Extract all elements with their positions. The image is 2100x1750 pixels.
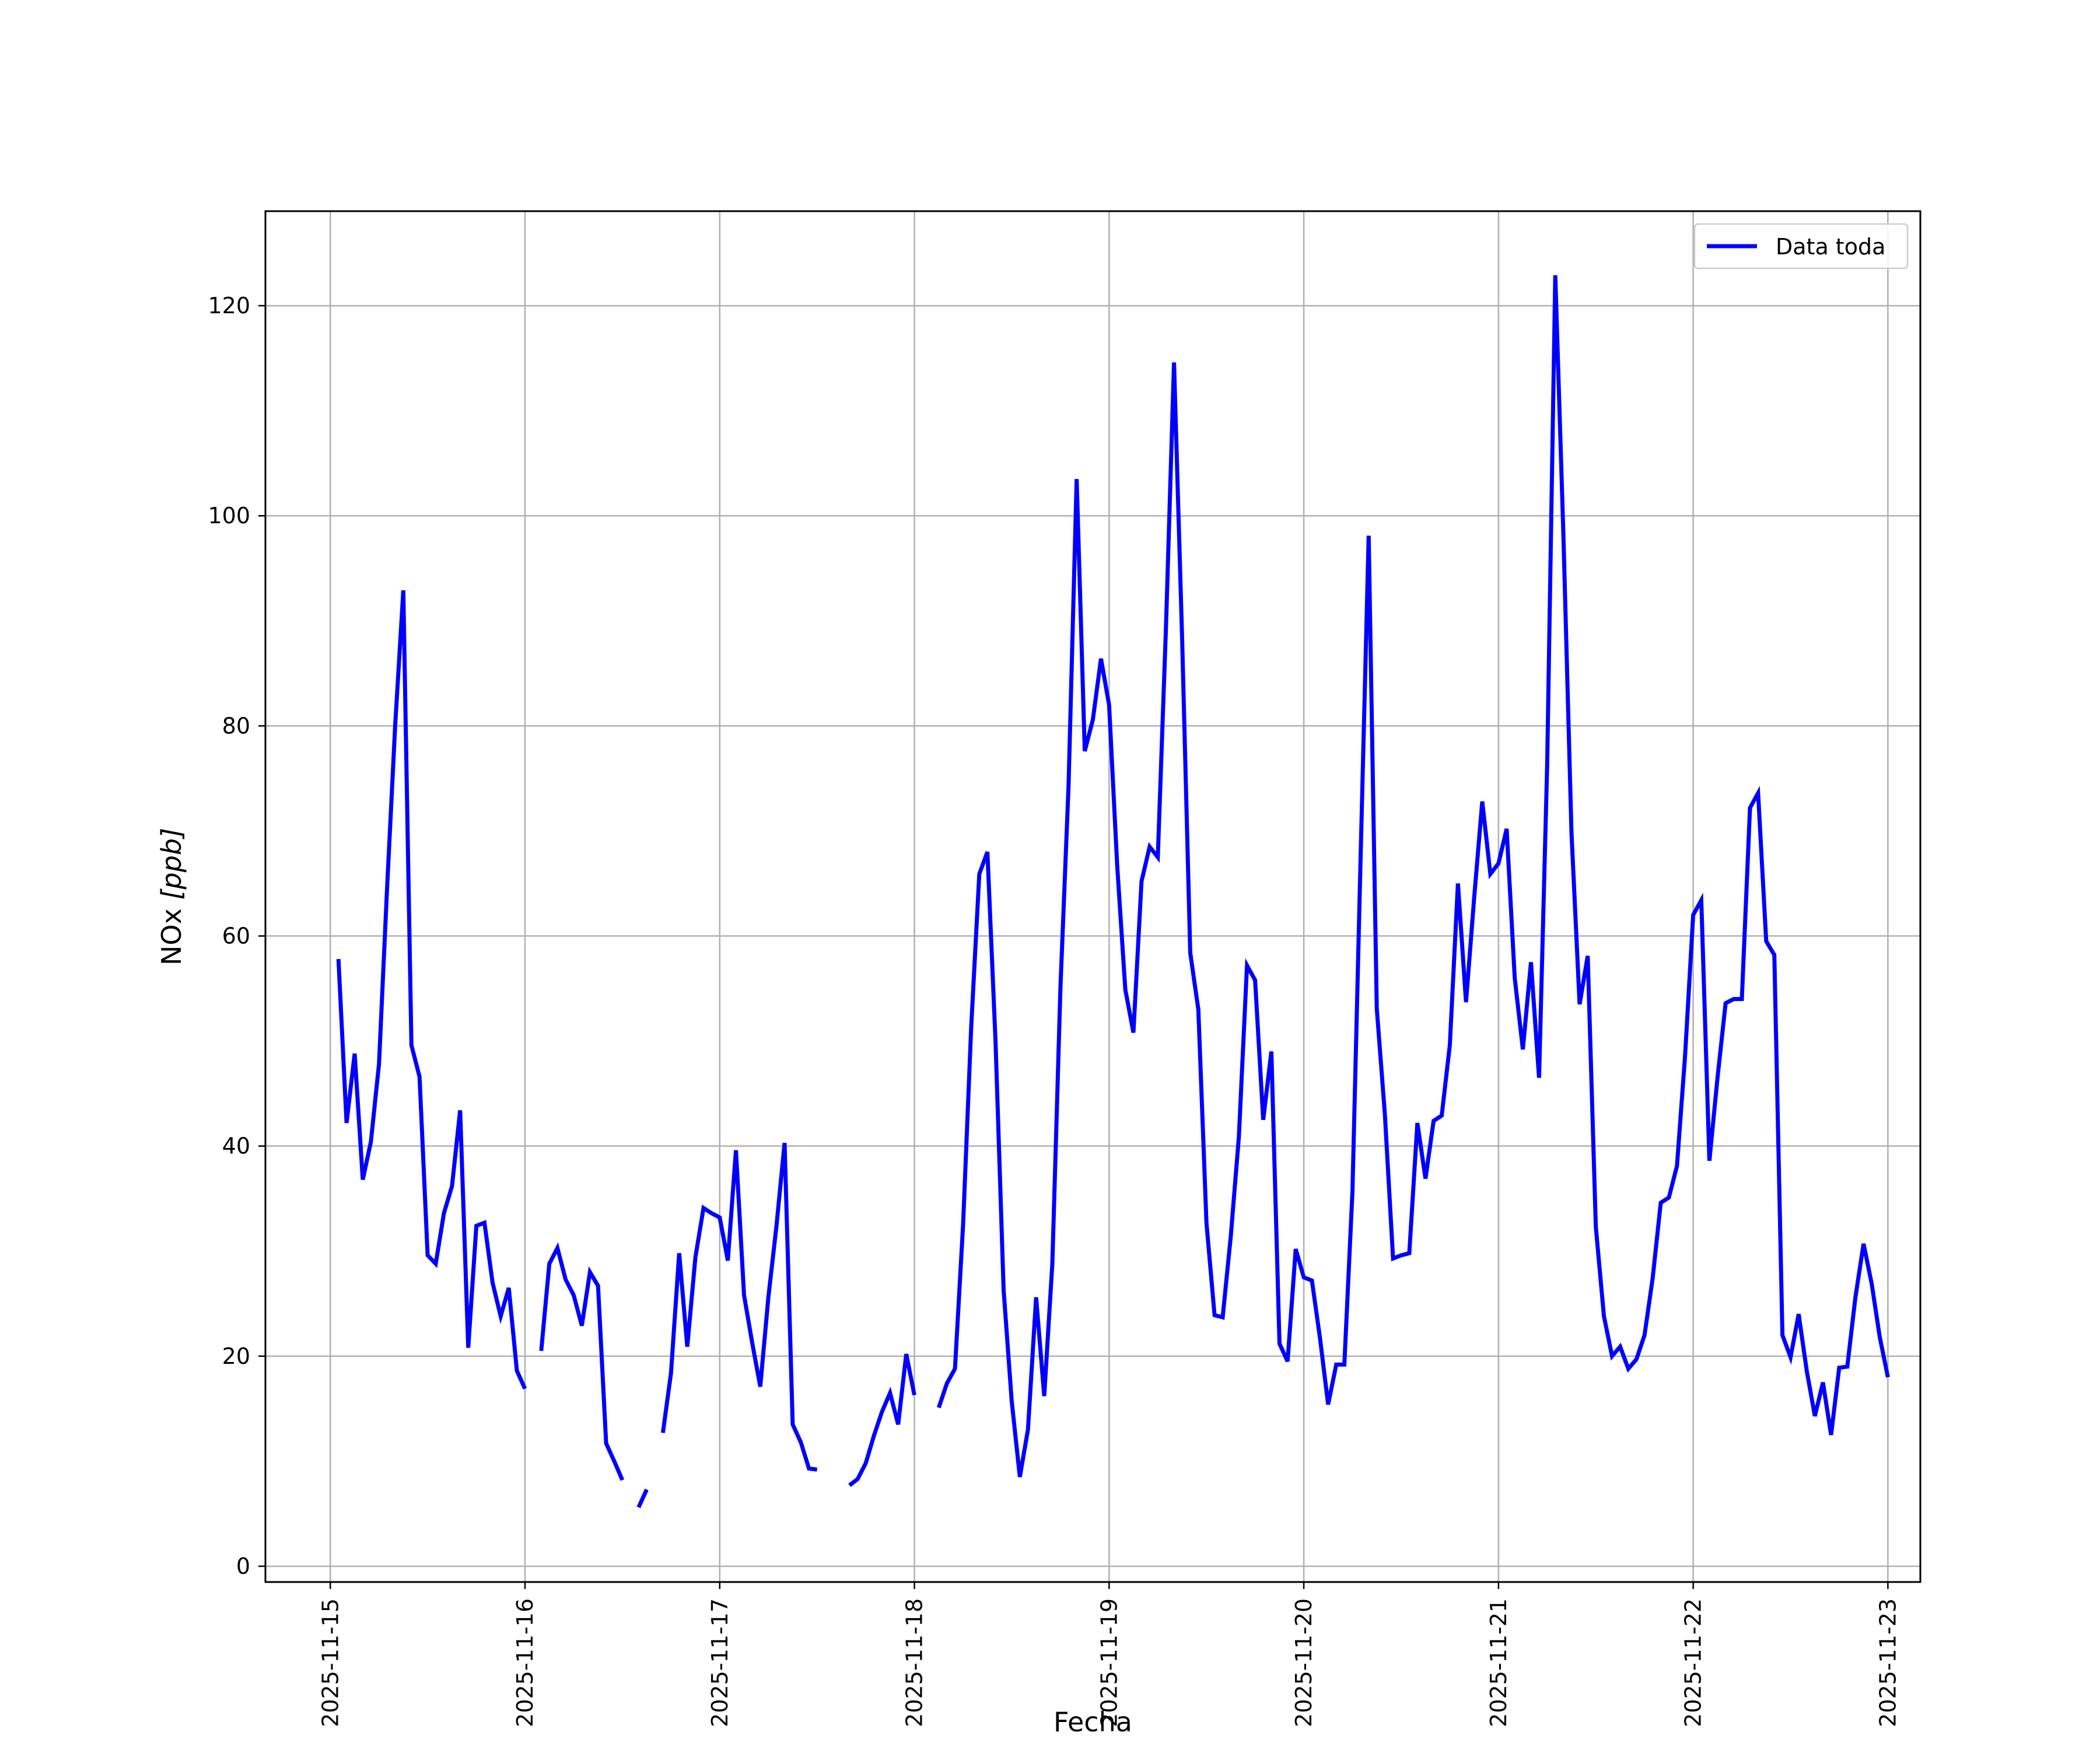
series-line-segment	[336, 590, 527, 1390]
y-axis-title-name: NOx	[156, 900, 187, 965]
y-axis-ticks: 0 20 40 60 80 100 120	[208, 293, 265, 1579]
x-tick-label: 2025-11-15	[317, 1598, 343, 1727]
x-tick-label: 2025-11-23	[1875, 1598, 1901, 1727]
y-axis-title: NOx [ppb]	[156, 828, 187, 965]
series-line-segment	[636, 1489, 649, 1508]
x-axis-ticks: 2025-11-15 2025-11-16 2025-11-17 2025-11-18…	[317, 1582, 1901, 1727]
y-tick-label: 0	[236, 1553, 250, 1579]
y-tick-label: 60	[222, 923, 250, 949]
x-axis-title: Fecha	[1054, 1706, 1132, 1738]
series-line-segment	[539, 1242, 625, 1481]
x-tick-label: 2025-11-22	[1681, 1598, 1706, 1727]
legend-label-data-toda: Data toda	[1776, 234, 1885, 260]
x-tick-label: 2025-11-16	[512, 1598, 538, 1727]
legend-frame	[1693, 223, 1909, 270]
y-tick-label: 20	[222, 1343, 250, 1369]
series-line-segment	[848, 1353, 916, 1488]
y-tick-label: 120	[208, 293, 250, 318]
y-tick-label: 80	[222, 713, 250, 738]
legend: Data toda	[1693, 223, 1909, 270]
y-tick-label: 40	[222, 1133, 250, 1159]
series-line-segment	[660, 1142, 818, 1472]
plot-area-frame	[264, 210, 1922, 1583]
y-tick-label: 100	[208, 503, 250, 528]
x-tick-label: 2025-11-18	[902, 1598, 928, 1727]
y-axis-title-unit: [ppb]	[156, 828, 187, 900]
x-tick-label: 2025-11-17	[707, 1598, 733, 1727]
x-tick-label: 2025-11-20	[1291, 1598, 1317, 1727]
x-tick-label: 2025-11-21	[1486, 1598, 1511, 1727]
series-lines	[336, 275, 1890, 1508]
series-line-segment	[936, 275, 1890, 1478]
x-tick-label: 2025-11-19	[1096, 1598, 1122, 1727]
